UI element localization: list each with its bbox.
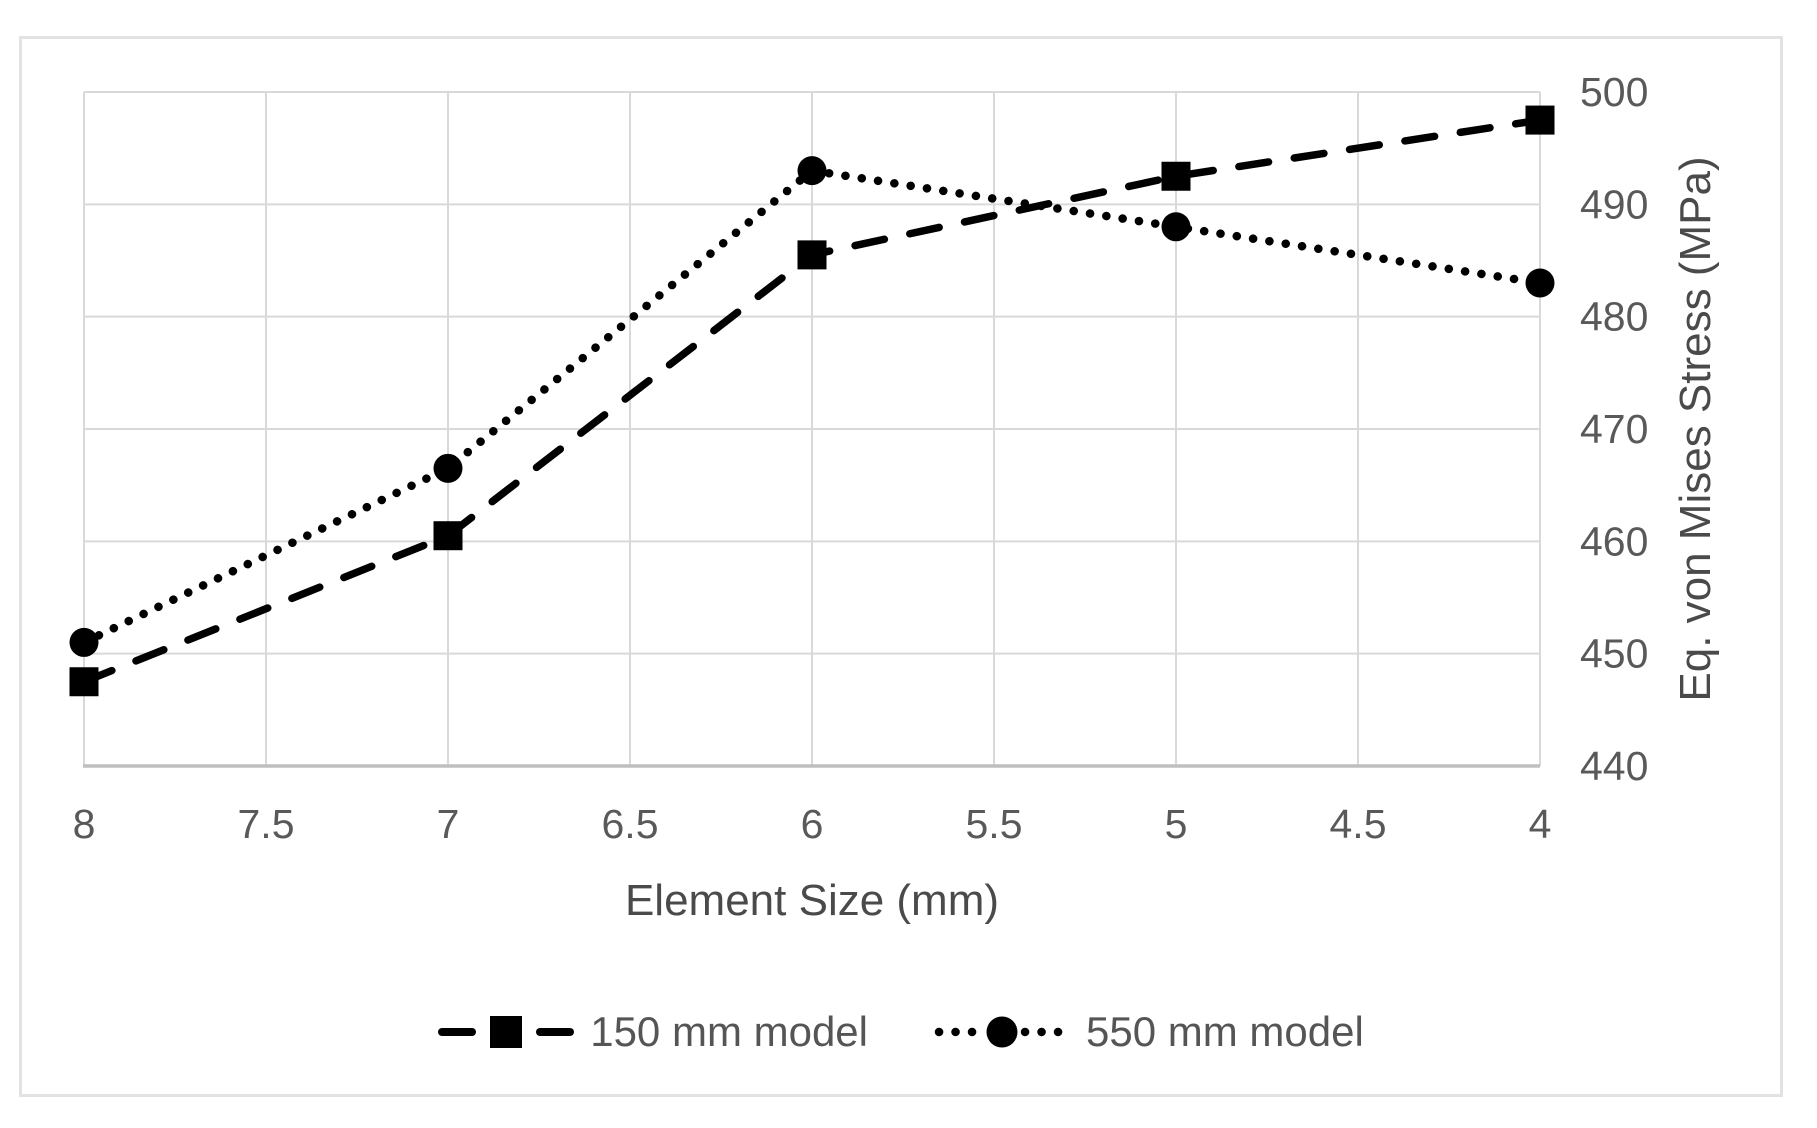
y-tick-label: 470 [1580, 406, 1648, 452]
legend-item-150-mm-model: 150 mm model [438, 1011, 868, 1053]
y-tick-label: 490 [1580, 181, 1648, 227]
legend: 150 mm model 550 mm model [19, 1004, 1783, 1060]
x-tick-label: 4 [1529, 801, 1552, 847]
figure-border [19, 36, 1783, 1097]
square-marker [69, 667, 99, 697]
x-tick-label: 5.5 [966, 801, 1023, 847]
circle-marker [1161, 212, 1191, 242]
legend-label: 550 mm model [1086, 1008, 1364, 1055]
x-tick-label: 7.5 [238, 801, 295, 847]
x-tick-label: 4.5 [1330, 801, 1387, 847]
dashed-line-square-marker-icon [438, 1016, 575, 1048]
y-tick-label: 500 [1580, 69, 1648, 115]
square-marker [433, 521, 463, 551]
x-axis-title: Element Size (mm) [625, 876, 999, 925]
circle-marker [797, 156, 827, 186]
x-tick-label: 7 [437, 801, 460, 847]
x-tick-label: 6.5 [602, 801, 659, 847]
y-tick-label: 460 [1580, 518, 1648, 564]
circle-marker [433, 453, 463, 483]
legend-item-550-mm-model: 550 mm model [934, 1011, 1364, 1053]
y-tick-label: 450 [1580, 631, 1648, 677]
x-tick-label: 6 [801, 801, 824, 847]
gridlines [83, 91, 1541, 768]
x-tick-label: 8 [73, 801, 96, 847]
square-marker [1525, 105, 1555, 135]
legend-label: 150 mm model [590, 1008, 868, 1055]
x-tick-label: 5 [1165, 801, 1188, 847]
y-tick-label: 480 [1580, 294, 1648, 340]
circle-marker [1525, 268, 1555, 298]
square-marker [1161, 161, 1191, 191]
data-series [69, 105, 1555, 697]
square-marker [797, 240, 827, 270]
y-tick-label: 440 [1580, 743, 1648, 789]
circle-marker [69, 627, 99, 657]
y-axis-title: Eq. von Mises Stress (MPa) [1671, 156, 1720, 701]
dotted-line-circle-marker-icon [934, 1016, 1070, 1048]
axis-tick-labels: 8 7.5 7 6.5 6 5.5 5 4.5 4 440 450 460 470 480 490 500 [73, 69, 1649, 847]
